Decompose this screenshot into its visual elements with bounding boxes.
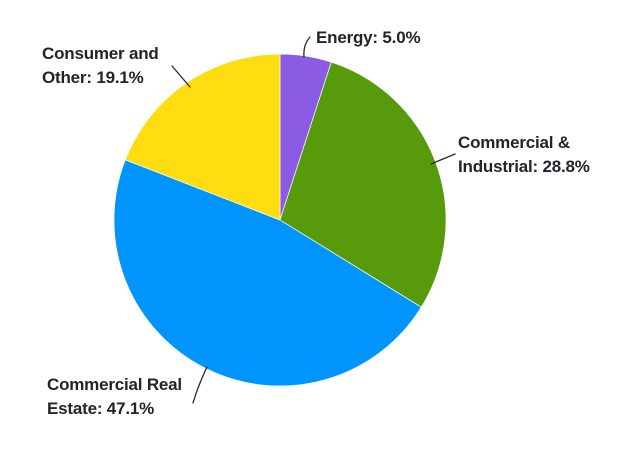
leader-line-energy — [303, 36, 311, 58]
slice-label-text: Industrial: 28.8% — [458, 157, 590, 176]
slice-label-text: Commercial & — [458, 133, 570, 152]
slice-label-commercial-real-estate: Commercial Real Estate: 47.1% — [47, 373, 182, 421]
slice-label-consumer-and-other: Consumer and Other: 19.1% — [42, 42, 159, 90]
leader-line-consumer-and-other — [171, 65, 191, 88]
leader-line-commercial-industrial — [430, 153, 456, 165]
slice-label-commercial-industrial: Commercial & Industrial: 28.8% — [458, 131, 590, 179]
slice-label-text: Energy: 5.0% — [316, 28, 421, 47]
pie-slices — [113, 53, 447, 387]
slice-label-text: Other: 19.1% — [42, 68, 144, 87]
slice-label-text: Commercial Real — [47, 375, 182, 394]
leader-line-commercial-real-estate — [192, 366, 208, 404]
slice-label-text: Consumer and — [42, 44, 159, 63]
pie-slice-commercial-industrial — [279, 61, 447, 308]
slice-label-text: Estate: 47.1% — [47, 399, 155, 418]
slice-label-energy: Energy: 5.0% — [316, 26, 421, 50]
